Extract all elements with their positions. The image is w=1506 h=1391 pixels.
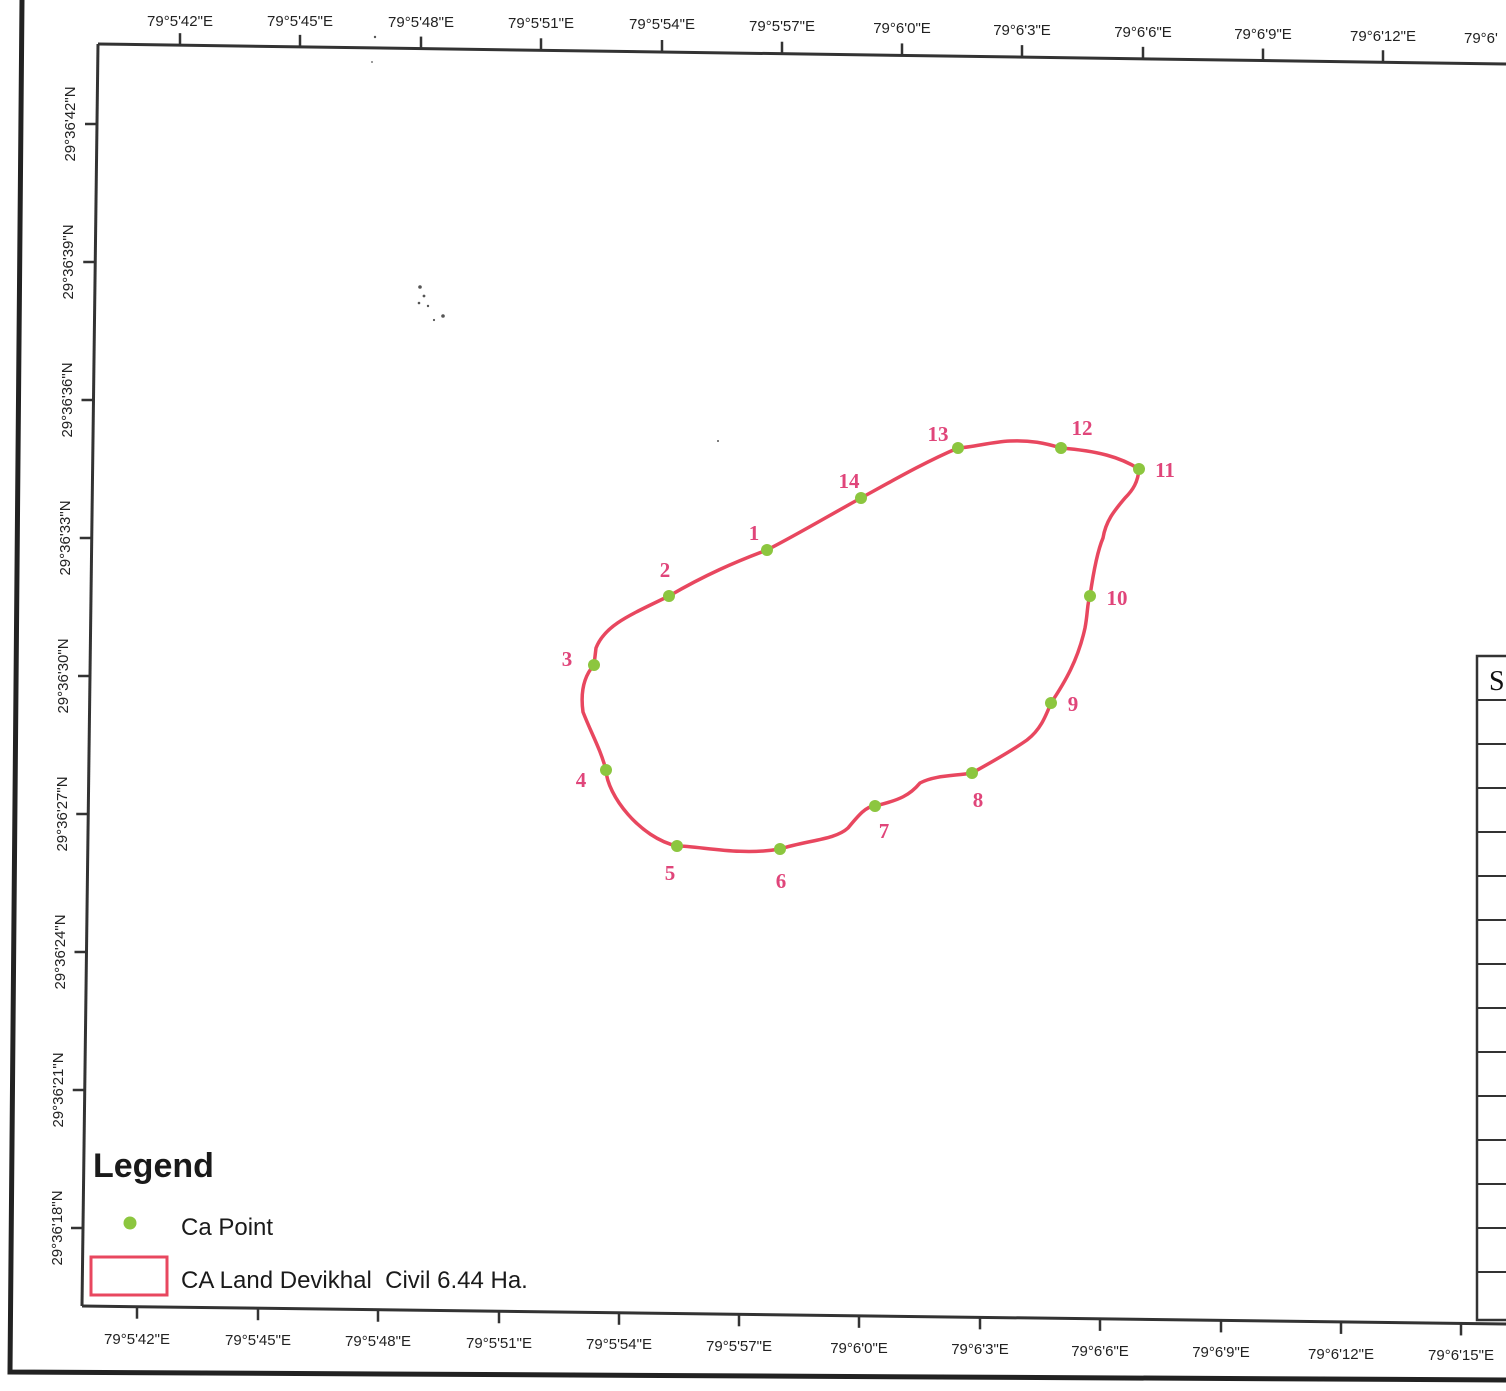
bottom-longitude-labels: 79°5'42"E 79°5'45"E 79°5'48"E 79°5'51"E … [104,1331,1494,1364]
ca-point-label: 4 [576,768,587,792]
ca-point-label: 1 [749,521,760,545]
ca-land-boundary[interactable] [580,439,1141,854]
side-table-panel: S [1475,654,1506,1322]
ca-point-label: 5 [665,861,676,885]
ca-point-marker[interactable] [855,492,867,504]
ca-point-marker[interactable] [588,659,600,671]
bottom-lon-label: 79°6'3"E [951,1341,1009,1358]
top-longitude-labels: 79°5'42"E 79°5'45"E 79°5'48"E 79°5'51"E … [147,13,1498,47]
ca-point-label: 3 [562,647,573,671]
lat-label: 29°36'18"N [49,1190,66,1265]
ca-point-marker[interactable] [1084,590,1096,602]
ca-point-marker[interactable] [671,840,683,852]
bottom-lon-label: 79°6'12"E [1308,1346,1374,1363]
ca-point-label: 7 [879,819,890,843]
lat-label: 29°36'42"N [62,86,79,161]
top-lon-label: 79°5'54"E [629,16,695,33]
latitude-labels: 29°36'42"N 29°36'39"N 29°36'36"N 29°36'3… [49,86,79,1265]
outer-frame [7,0,1506,1383]
bottom-lon-label: 79°5'57"E [706,1338,772,1355]
bottom-lon-label: 79°5'48"E [345,1333,411,1350]
lat-label: 29°36'21"N [50,1052,67,1127]
ca-point-marker[interactable] [1055,442,1067,454]
bottom-tick-marks [135,1306,1463,1336]
side-table-rows [1477,699,1506,1273]
top-tick-marks [178,33,1385,63]
side-table-letter: S [1489,666,1505,697]
ca-point-marker[interactable] [952,442,964,454]
top-lon-label: 79°6'12"E [1350,28,1416,45]
bottom-lon-label: 79°5'45"E [225,1332,291,1349]
bottom-lon-label: 79°6'6"E [1071,1343,1129,1360]
legend: Legend Ca Point CA Land Devikhal Civil 6… [89,1147,528,1297]
top-lon-label: 79°5'45"E [267,13,333,30]
bottom-lon-label: 79°5'51"E [466,1335,532,1352]
ca-point-marker[interactable] [1133,463,1145,475]
ca-point-marker[interactable] [1045,697,1057,709]
ca-point-label: 11 [1155,458,1175,482]
lat-label: 29°36'39"N [60,224,77,299]
ca-point-marker[interactable] [774,843,786,855]
legend-item-ca-point: Ca Point [181,1214,273,1241]
lat-label: 29°36'27"N [54,776,71,851]
top-lon-label: 79°6' [1464,30,1498,47]
top-lon-label: 79°5'57"E [749,18,815,35]
top-lon-label: 79°6'6"E [1114,24,1172,41]
ca-point-marker[interactable] [869,800,881,812]
top-lon-label: 79°6'9"E [1234,26,1292,43]
red-rectangle-icon [89,1255,169,1297]
lat-label: 29°36'30"N [55,638,72,713]
ca-point-marker[interactable] [761,544,773,556]
top-lon-label: 79°5'51"E [508,15,574,32]
ca-point-label: 14 [839,469,861,493]
top-lon-label: 79°6'0"E [873,20,931,37]
lat-label: 29°36'24"N [52,914,69,989]
top-lon-label: 79°5'42"E [147,13,213,30]
ca-point-marker[interactable] [966,767,978,779]
map-frame-top [97,42,1506,66]
legend-title: Legend [93,1147,214,1185]
top-lon-label: 79°6'3"E [993,22,1051,39]
bottom-lon-label: 79°5'54"E [586,1336,652,1353]
ca-point-label: 10 [1107,586,1128,610]
map-frame-bottom [81,1304,1506,1326]
top-lon-label: 79°5'48"E [388,14,454,31]
scan-speck-marks [371,35,719,442]
legend-item-ca-land: CA Land Devikhal Civil 6.44 Ha. [181,1267,528,1294]
bottom-lon-label: 79°6'9"E [1192,1344,1250,1361]
lat-label: 29°36'33"N [57,500,74,575]
green-point-icon [123,1216,137,1230]
left-tick-marks [70,122,97,1230]
ca-point-marker[interactable] [600,764,612,776]
ca-point-label: 6 [776,869,787,893]
ca-point-label: 8 [973,788,984,812]
ca-point-marker[interactable] [663,590,675,602]
ca-point-label: 13 [928,422,949,446]
map-frame-left [80,43,100,1307]
lat-label: 29°36'36"N [59,362,76,437]
ca-point-label: 2 [660,558,671,582]
ca-point-label: 9 [1068,692,1079,716]
bottom-lon-label: 79°6'0"E [830,1340,888,1357]
bottom-lon-label: 79°6'15"E [1428,1347,1494,1364]
bottom-lon-label: 79°5'42"E [104,1331,170,1348]
ca-point-label: 12 [1072,416,1093,440]
